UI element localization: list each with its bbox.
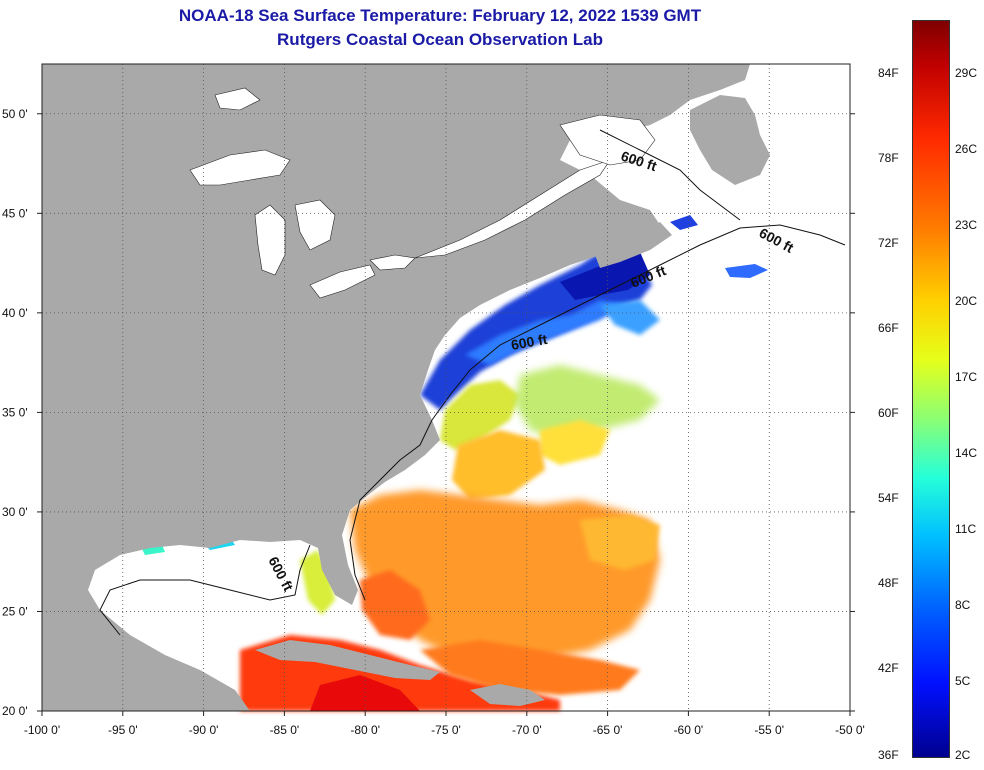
transition-water — [515, 365, 660, 440]
colorbar-c-label: 17C — [955, 370, 978, 384]
colorbar-f-label: 66F — [878, 321, 899, 335]
lake-nipigon — [214, 87, 261, 111]
north-america — [42, 64, 750, 711]
shelf-slope-water — [465, 300, 625, 365]
colorbar-c-label: 5C — [955, 674, 971, 688]
colorbar-c-label: 8C — [955, 598, 971, 612]
offshore-cold-patch — [725, 264, 768, 278]
colorbar-c-label: 14C — [955, 446, 978, 460]
isobath-laurentian — [599, 129, 741, 221]
nova-scotia-patch — [670, 215, 698, 230]
newfoundland — [690, 95, 770, 185]
x-axis: -100 0' -95 0' -90 0' -85 0' -80 0' -75 0' -70… — [24, 711, 865, 737]
colorbar-f-label: 84F — [878, 66, 899, 80]
hispaniola — [470, 684, 545, 706]
gulf-stream-core-north — [452, 430, 545, 500]
caribbean-hot-water — [310, 675, 420, 711]
gulf-of-maine-cold-water — [560, 252, 650, 300]
colorbar-c-label: 23C — [955, 218, 978, 232]
colorbar-f-label: 78F — [878, 151, 899, 165]
colorbar-c-label: 11C — [955, 522, 977, 536]
x-tick-label: -75 0' — [431, 723, 461, 737]
y-tick-label: 40 0' — [2, 306, 28, 320]
x-tick-label: -50 0' — [835, 723, 865, 737]
cuba — [255, 640, 440, 680]
isobath-lines — [99, 129, 846, 636]
x-tick-label: -60 0' — [674, 723, 704, 737]
colorbar-c-label: 2C — [955, 748, 971, 762]
colorbar-f-label: 42F — [878, 661, 899, 675]
great-lakes — [189, 87, 656, 299]
florida-current — [360, 570, 430, 640]
y-tick-label: 35 0' — [2, 405, 28, 419]
y-axis: 20 0' 25 0' 30 0' 35 0' 40 0' 45 0' 50 0' — [2, 107, 855, 718]
colorbar-f-label: 48F — [878, 576, 899, 590]
warm-yellow-patch — [540, 420, 610, 465]
y-tick-label: 50 0' — [2, 107, 28, 121]
colorbar-c-label: 29C — [955, 66, 978, 80]
y-tick-label: 20 0' — [2, 704, 28, 718]
lake-erie — [309, 264, 376, 299]
lake-huron — [294, 199, 336, 251]
lake-ontario — [369, 254, 416, 271]
west-florida-shelf — [300, 550, 335, 615]
x-tick-label: -100 0' — [24, 723, 60, 737]
map-subtitle: Rutgers Coastal Ocean Observation Lab — [277, 30, 603, 49]
yucatan — [150, 675, 245, 711]
map-title: NOAA-18 Sea Surface Temperature: Februar… — [178, 6, 702, 25]
x-tick-label: -95 0' — [108, 723, 138, 737]
x-tick-label: -90 0' — [189, 723, 219, 737]
colorbar-f-label: 36F — [878, 748, 899, 762]
y-tick-label: 30 0' — [2, 505, 28, 519]
isobath-label-4: 600 ft — [510, 331, 549, 353]
x-tick-label: -85 0' — [270, 723, 300, 737]
x-tick-label: -80 0' — [350, 723, 380, 737]
x-tick-label: -65 0' — [593, 723, 623, 737]
colorbar-f-label: 60F — [878, 406, 899, 420]
colorbar — [912, 20, 950, 758]
isobath-atlantic — [431, 224, 846, 421]
georges-bank-water — [600, 300, 660, 335]
warm-orange-patch-east — [580, 515, 660, 570]
nova-scotia — [595, 222, 672, 268]
colorbar-c-label: 20C — [955, 294, 978, 308]
y-tick-label: 45 0' — [2, 206, 28, 220]
isobath-southeast — [349, 419, 433, 601]
colorbar-f-label: 72F — [878, 236, 899, 250]
st-lawrence — [414, 159, 611, 259]
colorbar-f-label: 54F — [878, 491, 899, 505]
y-tick-label: 25 0' — [2, 604, 28, 618]
x-tick-label: -55 0' — [754, 723, 784, 737]
colorbar-c-label: 26C — [955, 142, 978, 156]
grid-lines — [42, 64, 850, 711]
x-tick-label: -70 0' — [512, 723, 542, 737]
lake-michigan — [254, 204, 286, 276]
isobath-gulf — [99, 544, 311, 636]
lake-superior — [189, 149, 291, 186]
land-layer — [42, 64, 770, 711]
warm-water-south — [420, 640, 640, 695]
gulf-stream-edge — [440, 380, 520, 450]
